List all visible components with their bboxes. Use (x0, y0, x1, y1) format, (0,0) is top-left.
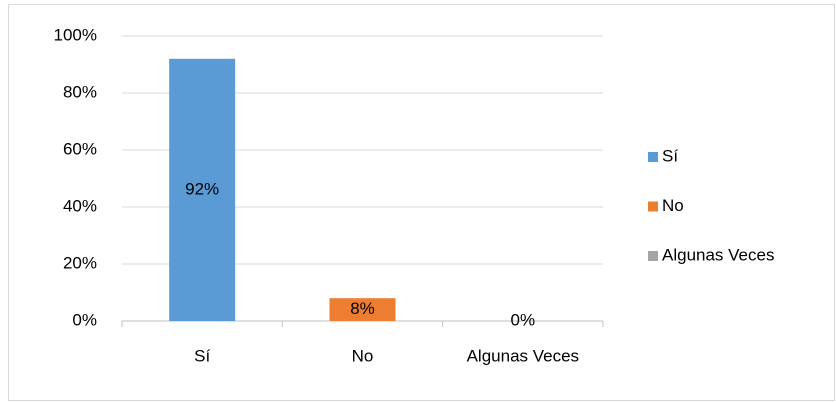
y-tick-label: 40% (63, 196, 97, 215)
legend-swatch (648, 251, 658, 261)
bar (169, 58, 236, 322)
data-label: 8% (350, 299, 375, 318)
data-label: 92% (185, 179, 219, 198)
legend-label: No (662, 196, 684, 215)
y-tick-label: 0% (72, 310, 97, 329)
y-tick-label: 80% (63, 82, 97, 101)
bar (329, 298, 396, 321)
x-tick-label: Sí (194, 346, 210, 365)
legend-swatch (648, 152, 658, 162)
legend-label: Sí (662, 146, 678, 165)
legend-swatch (648, 201, 658, 212)
y-tick-label: 60% (63, 139, 97, 158)
x-tick-label: Algunas Veces (467, 346, 579, 365)
y-tick-label: 20% (63, 253, 97, 272)
x-tick-label: No (352, 346, 374, 365)
data-label: 0% (511, 310, 536, 329)
y-tick-label: 100% (54, 25, 97, 44)
chart-frame (8, 4, 835, 401)
legend-label: Algunas Veces (662, 245, 774, 264)
